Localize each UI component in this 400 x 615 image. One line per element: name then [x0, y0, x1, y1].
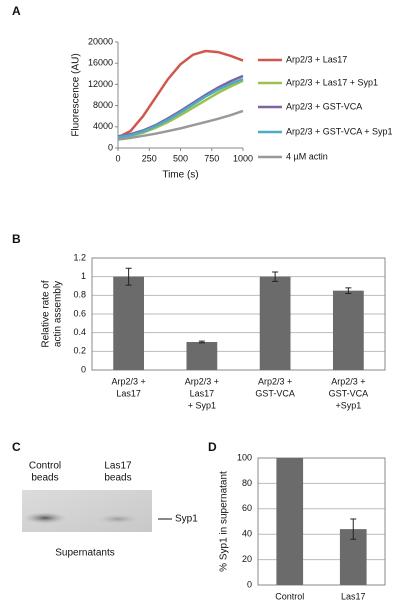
series-line — [117, 77, 244, 139]
x-tick-label: 750 — [204, 153, 219, 163]
x-tick-label: 500 — [173, 153, 188, 163]
y-tick-label: 0 — [108, 142, 113, 152]
y-tick-label: 20000 — [88, 36, 113, 46]
legend-label: Arp2/3 + Las17 — [286, 54, 347, 64]
x-tick-label: 250 — [142, 153, 157, 163]
series-line — [117, 49, 244, 139]
lane-label: beads — [104, 473, 131, 484]
y-axis-label: Relative rate of — [41, 280, 52, 347]
error-bar — [272, 271, 279, 282]
x-tick-label: GST-VCA — [329, 388, 369, 398]
legend-label: Arp2/3 + GST-VCA + Syp1 — [286, 126, 393, 136]
band-label: Syp1 — [175, 514, 198, 525]
y-tick-label: 1.2 — [73, 252, 86, 262]
bar — [186, 342, 218, 370]
lane-label: beads — [31, 473, 58, 484]
error-bar — [350, 518, 357, 540]
x-tick-label: 0 — [115, 153, 120, 163]
y-tick-label: 0.6 — [73, 308, 86, 318]
plot-frame — [257, 457, 386, 586]
x-tick-label: Arp2/3 + — [185, 376, 219, 386]
y-tick-label: 80 — [242, 478, 252, 488]
panel-label: B — [12, 232, 21, 246]
y-tick-label: 0.4 — [73, 327, 86, 337]
y-tick-label: 20 — [242, 554, 252, 564]
legend-label: Arp2/3 + GST-VCA — [286, 101, 362, 111]
y-tick-label: 4000 — [93, 121, 113, 131]
y-tick-label: 12000 — [88, 79, 113, 89]
y-tick-label: 60 — [242, 503, 252, 513]
legend-label: Arp2/3 + Las17 + Syp1 — [286, 77, 378, 87]
gel-band — [96, 514, 140, 524]
x-tick-label: Las17 — [190, 388, 215, 398]
x-axis-label: Time (s) — [162, 170, 198, 181]
bar — [332, 290, 364, 370]
panel-label: A — [12, 4, 21, 18]
x-tick-label: Arp2/3 + — [331, 376, 365, 386]
gel-caption: Supernatants — [55, 548, 115, 559]
x-tick-label: 1000 — [233, 153, 253, 163]
x-tick-label: GST-VCA — [255, 388, 295, 398]
panel-label: C — [12, 440, 21, 454]
plot-frame — [91, 257, 386, 371]
bar — [113, 276, 145, 370]
error-bar — [198, 340, 205, 344]
x-tick-label: + Syp1 — [188, 400, 216, 410]
bar — [259, 276, 291, 370]
y-tick-label: 0.8 — [73, 290, 86, 300]
y-tick-label: 0.2 — [73, 346, 86, 356]
y-tick-label: 1 — [81, 271, 86, 281]
y-axis-label: Fluorescence (AU) — [71, 53, 82, 136]
x-tick-label: Arp2/3 + — [258, 376, 292, 386]
y-tick-label: 40 — [242, 529, 252, 539]
gel-image — [22, 490, 152, 532]
gel-band — [23, 512, 67, 524]
bar — [276, 458, 304, 585]
y-axis-label: actin assembly — [53, 281, 64, 347]
x-tick-label: +Syp1 — [335, 400, 361, 410]
y-tick-label: 0 — [247, 579, 252, 589]
x-tick-label: Las17 — [341, 591, 366, 601]
series-line — [117, 109, 244, 141]
legend-label: 4 µM actin — [286, 151, 328, 161]
y-tick-label: 0 — [81, 364, 86, 374]
lane-label: Las17 — [104, 461, 132, 472]
x-tick-label: Arp2/3 + — [111, 376, 145, 386]
x-tick-label: Control — [275, 591, 304, 601]
y-tick-label: 100 — [237, 452, 252, 462]
y-axis-label: % Syp1 in supernatant — [219, 471, 230, 572]
error-bar — [125, 267, 132, 286]
lane-label: Control — [29, 461, 61, 472]
x-tick-label: Las17 — [116, 388, 141, 398]
panel-label: D — [208, 440, 217, 454]
y-tick-label: 8000 — [93, 100, 113, 110]
error-bar — [345, 287, 352, 294]
y-tick-label: 16000 — [88, 58, 113, 68]
